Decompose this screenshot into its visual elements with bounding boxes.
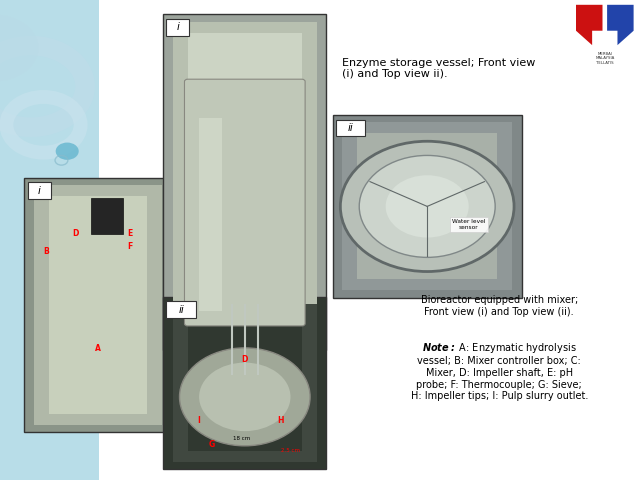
Text: E: E [127,229,133,238]
Bar [173,22,317,343]
Text: D: D [242,355,248,364]
Text: A: A [95,344,101,353]
Polygon shape [576,5,602,45]
Circle shape [199,362,291,431]
Bar [0,0,99,480]
Text: 18 cm: 18 cm [233,436,250,441]
Bar [188,315,302,451]
FancyBboxPatch shape [336,120,365,136]
Circle shape [340,141,514,272]
Text: D: D [73,229,79,238]
FancyBboxPatch shape [166,19,189,36]
Text: MERBAI
MALAYSIA
TELLATIS: MERBAI MALAYSIA TELLATIS [595,52,614,65]
Bar [24,178,172,432]
Text: Enzyme storage vessel; Front view
(i) and Top view ii).: Enzyme storage vessel; Front view (i) an… [342,58,536,79]
Bar [173,304,317,462]
Circle shape [179,348,310,446]
Bar [163,14,326,350]
Bar [34,185,162,425]
Circle shape [0,14,38,82]
Bar [91,198,123,234]
Text: ii: ii [179,305,184,314]
Bar [199,118,222,312]
Bar [163,297,326,469]
Text: F: F [127,242,133,251]
Text: 2.5 cm: 2.5 cm [281,448,300,453]
Text: $\bfit{Note:}$ A: Enzymatic hydrolysis
vessel; B: Mixer controller box; C:
Mixer: $\bfit{Note:}$ A: Enzymatic hydrolysis v… [410,341,588,401]
Bar [49,196,147,414]
Polygon shape [607,5,634,45]
Text: G: G [209,440,215,449]
Text: H: H [278,416,284,425]
Text: Water level
sensor: Water level sensor [452,219,486,230]
Text: ii: ii [348,123,353,133]
Circle shape [359,156,495,257]
Text: B: B [44,247,49,256]
Text: I: I [198,416,200,425]
FancyBboxPatch shape [166,301,196,318]
Circle shape [56,143,79,160]
Text: i: i [177,23,179,32]
Bar [188,33,302,332]
Bar [342,122,512,290]
Bar [333,115,522,298]
FancyBboxPatch shape [184,79,305,326]
Text: i: i [38,186,40,195]
Text: Bioreactor equipped with mixer;
Front view (i) and Top view (ii).: Bioreactor equipped with mixer; Front vi… [420,295,578,317]
FancyBboxPatch shape [28,182,51,199]
Bar [357,133,497,279]
Circle shape [386,175,468,238]
